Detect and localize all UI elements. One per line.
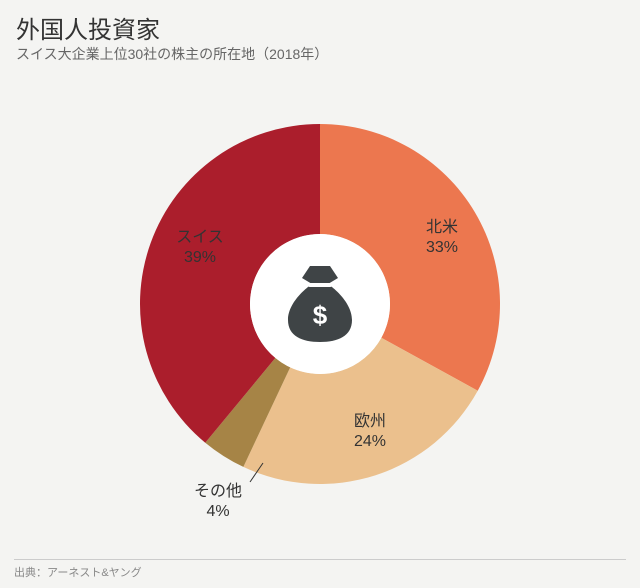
slice-pct-north_america: 33% <box>426 239 458 256</box>
slice-pct-other: 4% <box>206 503 229 520</box>
page-subtitle: スイス大企業上位30社の株主の所在地（2018年） <box>16 44 328 64</box>
slice-label-switzerland: スイス <box>176 229 224 246</box>
slice-label-europe: 欧州 <box>354 412 386 430</box>
source-text: 出典：アーネスト&ヤング <box>14 564 142 580</box>
svg-text:$: $ <box>313 300 328 330</box>
donut-chart: $ 北米 33% 欧州 24% その他 4% スイス 39% <box>0 64 640 544</box>
slice-pct-switzerland: 39% <box>184 249 216 266</box>
page: 外国人投資家 スイス大企業上位30社の株主の所在地（2018年） $ 北米 33% 欧… <box>0 0 640 588</box>
slice-label-north_america: 北米 <box>426 218 458 236</box>
slice-pct-europe: 24% <box>354 433 386 450</box>
footer-rule <box>14 559 626 560</box>
page-title: 外国人投資家 <box>16 10 160 45</box>
slice-label-other: その他 <box>194 482 242 500</box>
